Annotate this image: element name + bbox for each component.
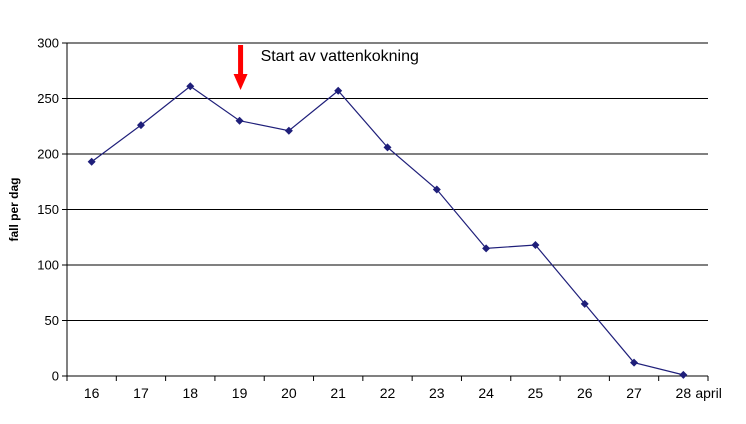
annotation-text: Start av vattenkokning: [261, 48, 419, 65]
data-point-marker: [383, 143, 392, 152]
axes: [62, 42, 709, 381]
y-tick-label: 200: [37, 147, 59, 162]
data-point-marker: [531, 241, 540, 250]
data-point-marker: [432, 185, 441, 194]
x-tick-label: 22: [380, 385, 396, 401]
annotation: Start av vattenkokning: [233, 45, 419, 90]
labels: 0 50 100 150 200 250 300 16 17 18 19 20 21 22 23 24 25 26…: [37, 36, 691, 402]
gridlines: [67, 42, 708, 321]
x-tick-label: 17: [133, 385, 149, 401]
x-axis-unit-label: april: [695, 385, 721, 401]
series-group: [87, 82, 688, 379]
x-tick-label: 27: [626, 385, 642, 401]
annotation-arrow-head: [233, 74, 248, 90]
y-tick-label: 0: [52, 369, 59, 384]
x-tick-label: 21: [330, 385, 346, 401]
y-tick-label: 150: [37, 202, 59, 217]
data-point-marker: [334, 86, 343, 95]
data-point-marker: [679, 370, 688, 379]
y-axis-title: fall per dag: [7, 177, 21, 241]
x-tick-label: 24: [478, 385, 494, 401]
x-tick-label: 19: [232, 385, 248, 401]
data-point-marker: [186, 82, 195, 91]
data-point-marker: [580, 299, 589, 308]
data-point-marker: [136, 121, 145, 130]
series-line: [91, 85, 684, 376]
y-tick-label: 300: [37, 36, 59, 51]
annotation-arrow-shaft: [238, 45, 244, 74]
data-point-marker: [235, 116, 244, 125]
x-tick-label: 20: [281, 385, 297, 401]
x-tick-label: 18: [182, 385, 198, 401]
y-tick-label: 100: [37, 258, 59, 273]
data-point-marker: [482, 244, 491, 253]
x-tick-label: 16: [84, 385, 100, 401]
x-tick-label: 28: [676, 385, 692, 401]
data-point-marker: [87, 157, 96, 166]
y-tick-label: 250: [37, 91, 59, 106]
x-tick-label: 26: [577, 385, 593, 401]
y-tick-label: 50: [45, 313, 59, 328]
data-point-marker: [630, 358, 639, 367]
x-tick-label: 23: [429, 385, 445, 401]
data-point-marker: [284, 126, 293, 135]
x-tick-label: 25: [528, 385, 544, 401]
